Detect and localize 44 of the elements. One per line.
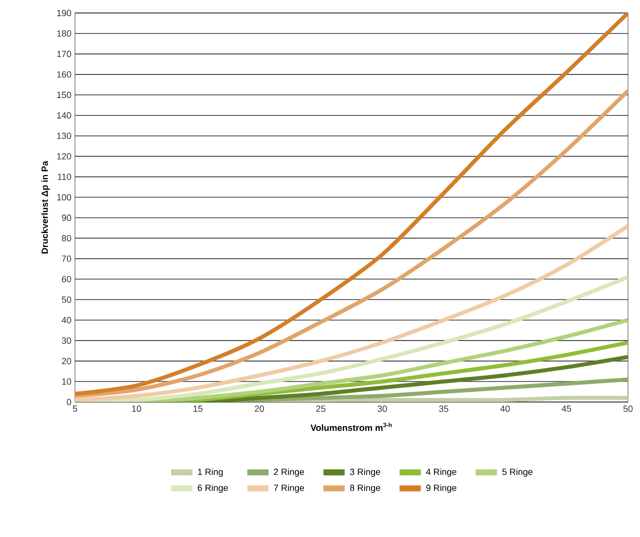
y-tick-label: 90 [62, 214, 72, 221]
line-series [75, 88, 628, 398]
legend-label: 3 Ringe [350, 468, 380, 477]
y-tick-label: 20 [62, 358, 72, 364]
legend-label: 7 Ringe [274, 484, 304, 493]
y-tick-label: 170 [57, 50, 72, 58]
x-tick-label: 20 [254, 406, 264, 412]
y-tick-label: 0 [66, 398, 72, 406]
x-tick-label: 25 [316, 406, 326, 412]
y-tick-label: 50 [62, 296, 72, 303]
line-series [75, 224, 628, 402]
y-tick-label: 30 [62, 337, 72, 344]
line-series [75, 12, 628, 396]
y-tick-label: 130 [57, 132, 72, 140]
legend-label: 4 Ringe [426, 468, 456, 477]
y-tick-label: 160 [57, 71, 72, 78]
x-tick-label: 35 [439, 406, 448, 412]
x-tick-label: 40 [500, 406, 510, 412]
y-tick-label: 60 [62, 276, 72, 282]
legend-label: 5 Ringe [502, 468, 532, 477]
y-tick-label: 150 [57, 92, 72, 98]
y-tick-label: 180 [57, 30, 72, 37]
legend-label: 2 Ringe [274, 468, 304, 477]
y-tick-label: 70 [62, 256, 72, 262]
x-tick-label: 45 [562, 406, 572, 412]
legend-label: 9 Ringe [426, 484, 456, 493]
y-axis-title: Druckverlust Δp in Pa [41, 160, 50, 254]
legend-label: 6 Ringe [198, 484, 228, 493]
y-tick-label: 40 [62, 316, 72, 324]
y-tick-label: 10 [62, 378, 72, 385]
y-tick-label: 190 [57, 10, 72, 16]
y-tick-label: 120 [57, 153, 72, 160]
x-tick-label: 15 [194, 406, 202, 412]
x-tick-label: 30 [378, 406, 387, 412]
legend-label: 8 Ringe [350, 484, 380, 493]
y-tick-label: 110 [58, 174, 72, 180]
y-tick-label: 140 [57, 112, 72, 119]
x-tick-label: 10 [132, 406, 142, 412]
x-tick-label: 50 [623, 406, 633, 412]
x-axis-title: Volumenstrom m$^{3-h}$ [310, 422, 392, 431]
y-tick-label: 100 [57, 194, 72, 200]
legend-label: 1 Ring [198, 468, 223, 477]
y-tick-label: 80 [62, 235, 72, 242]
x-tick-label: 5 [72, 406, 78, 412]
